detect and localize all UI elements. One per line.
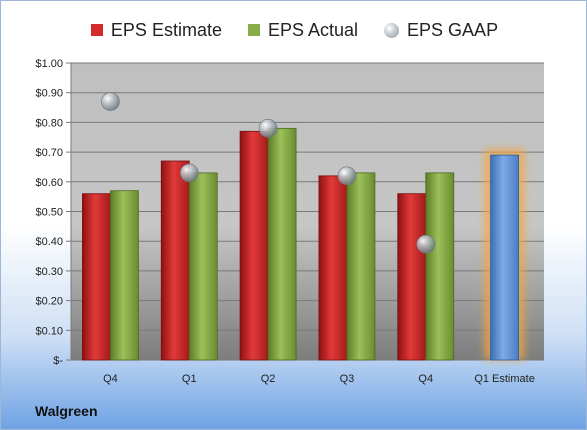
legend-item-gaap: EPS GAAP: [384, 20, 498, 41]
y-tick-label: $0.50: [35, 207, 63, 219]
y-tick-label: $0.80: [35, 117, 63, 129]
gaap-point: [416, 234, 436, 254]
x-tick-label: Q4: [418, 373, 433, 385]
actual-bar: [188, 172, 218, 361]
y-tick-label: $0.40: [35, 236, 63, 248]
estimate-bar: [160, 160, 190, 361]
y-tick-label: $0.30: [35, 266, 63, 278]
legend-swatch-actual: [247, 24, 260, 36]
x-tick-label: Q3: [340, 373, 355, 385]
legend-item-estimate: EPS Estimate: [90, 19, 222, 41]
y-tick-label: $0.20: [35, 296, 63, 308]
y-tick-label: $0.10: [35, 325, 63, 337]
y-tick-label: $0.90: [35, 88, 63, 100]
x-tick-label: Q1: [182, 373, 197, 385]
forecast-bar: [490, 154, 519, 361]
legend-label-estimate: EPS Estimate: [110, 19, 222, 40]
y-tick-label: $0.70: [35, 147, 63, 159]
gaap-point: [179, 163, 199, 183]
legend-swatch-estimate: [90, 24, 103, 36]
estimate-bar: [318, 175, 348, 361]
legend-item-actual: EPS Actual: [247, 19, 359, 41]
y-tick-label: $1.00: [35, 58, 63, 70]
company-name: Walgreen: [35, 403, 98, 419]
legend-swatch-gaap: [384, 22, 400, 38]
estimate-bar: [397, 193, 427, 361]
actual-bar: [346, 172, 376, 361]
estimate-bar: [82, 193, 111, 361]
y-tick-label: $-: [53, 355, 63, 367]
gaap-point: [337, 166, 357, 186]
actual-bar: [267, 127, 297, 361]
actual-bar: [110, 190, 139, 361]
gaap-point: [258, 119, 278, 138]
x-tick-label: Q2: [261, 373, 276, 385]
gaap-point: [101, 92, 120, 111]
estimate-bar: [239, 130, 269, 361]
legend-label-actual: EPS Actual: [267, 19, 359, 40]
legend-label-gaap: EPS GAAP: [407, 19, 499, 40]
actual-bar: [425, 172, 455, 361]
x-tick-label: Q4: [103, 373, 118, 385]
legend: EPS Estimate EPS Actual EPS GAAP: [1, 15, 586, 45]
y-tick-label: $0.60: [35, 177, 63, 189]
x-tick-label: Q1 Estimate: [474, 373, 535, 385]
